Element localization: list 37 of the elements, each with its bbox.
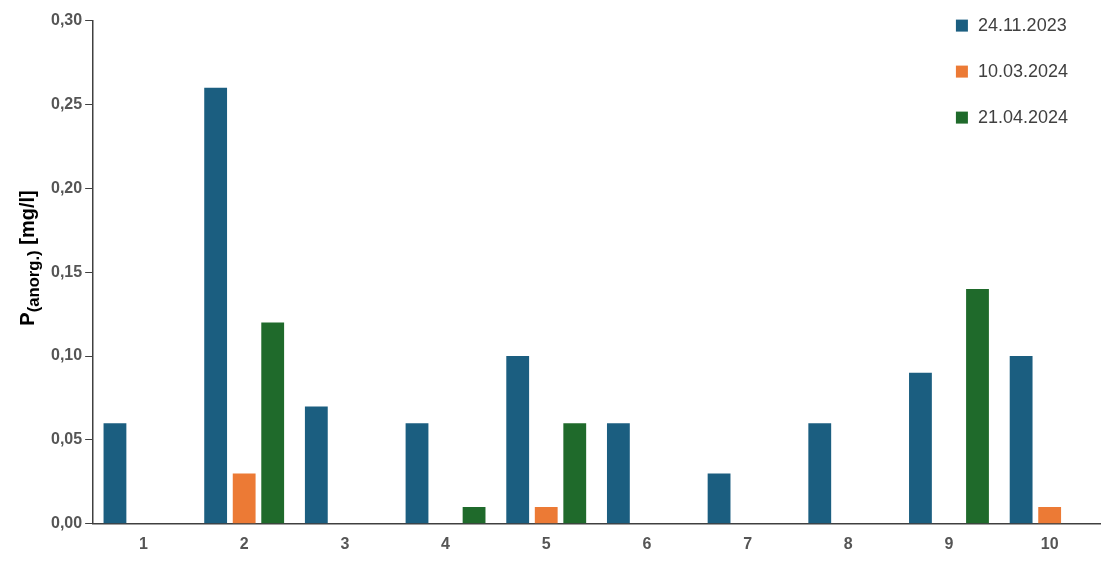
bar — [707, 473, 731, 524]
y-tick-label: 0,05 — [51, 430, 83, 448]
y-tick-label: 0,10 — [51, 346, 83, 364]
bar — [304, 406, 328, 524]
bar — [261, 322, 285, 524]
legend-label: 24.11.2023 — [977, 14, 1067, 35]
bar — [1009, 356, 1033, 524]
x-tick-label: 6 — [642, 534, 652, 552]
y-tick-label: 0,20 — [51, 178, 83, 196]
bar — [204, 87, 228, 524]
y-tick-label: 0,30 — [51, 11, 83, 29]
bar — [405, 423, 429, 524]
bar — [534, 507, 558, 524]
x-tick-label: 8 — [843, 534, 853, 552]
y-tick-label: 0,25 — [51, 94, 83, 112]
bar — [232, 473, 256, 524]
x-tick-label: 4 — [441, 534, 451, 552]
x-tick-label: 7 — [743, 534, 753, 552]
bar — [103, 423, 127, 524]
y-tick-label: 0,15 — [51, 262, 83, 280]
bar — [808, 423, 832, 524]
bar — [606, 423, 630, 524]
x-tick-label: 1 — [139, 534, 149, 552]
bar — [909, 372, 932, 524]
bar — [966, 288, 989, 524]
x-tick-label: 10 — [1040, 534, 1059, 552]
bar — [506, 356, 530, 524]
x-tick-label: 9 — [944, 534, 954, 552]
bar — [1038, 507, 1062, 524]
legend-label: 10.03.2024 — [977, 60, 1069, 81]
y-tick-label: 0,00 — [51, 514, 83, 532]
x-tick-label: 3 — [340, 534, 350, 552]
legend-label: 21.04.2024 — [977, 106, 1069, 127]
bar — [462, 507, 486, 524]
x-tick-label: 2 — [239, 534, 249, 552]
x-tick-label: 5 — [541, 534, 551, 552]
bar — [563, 423, 587, 524]
